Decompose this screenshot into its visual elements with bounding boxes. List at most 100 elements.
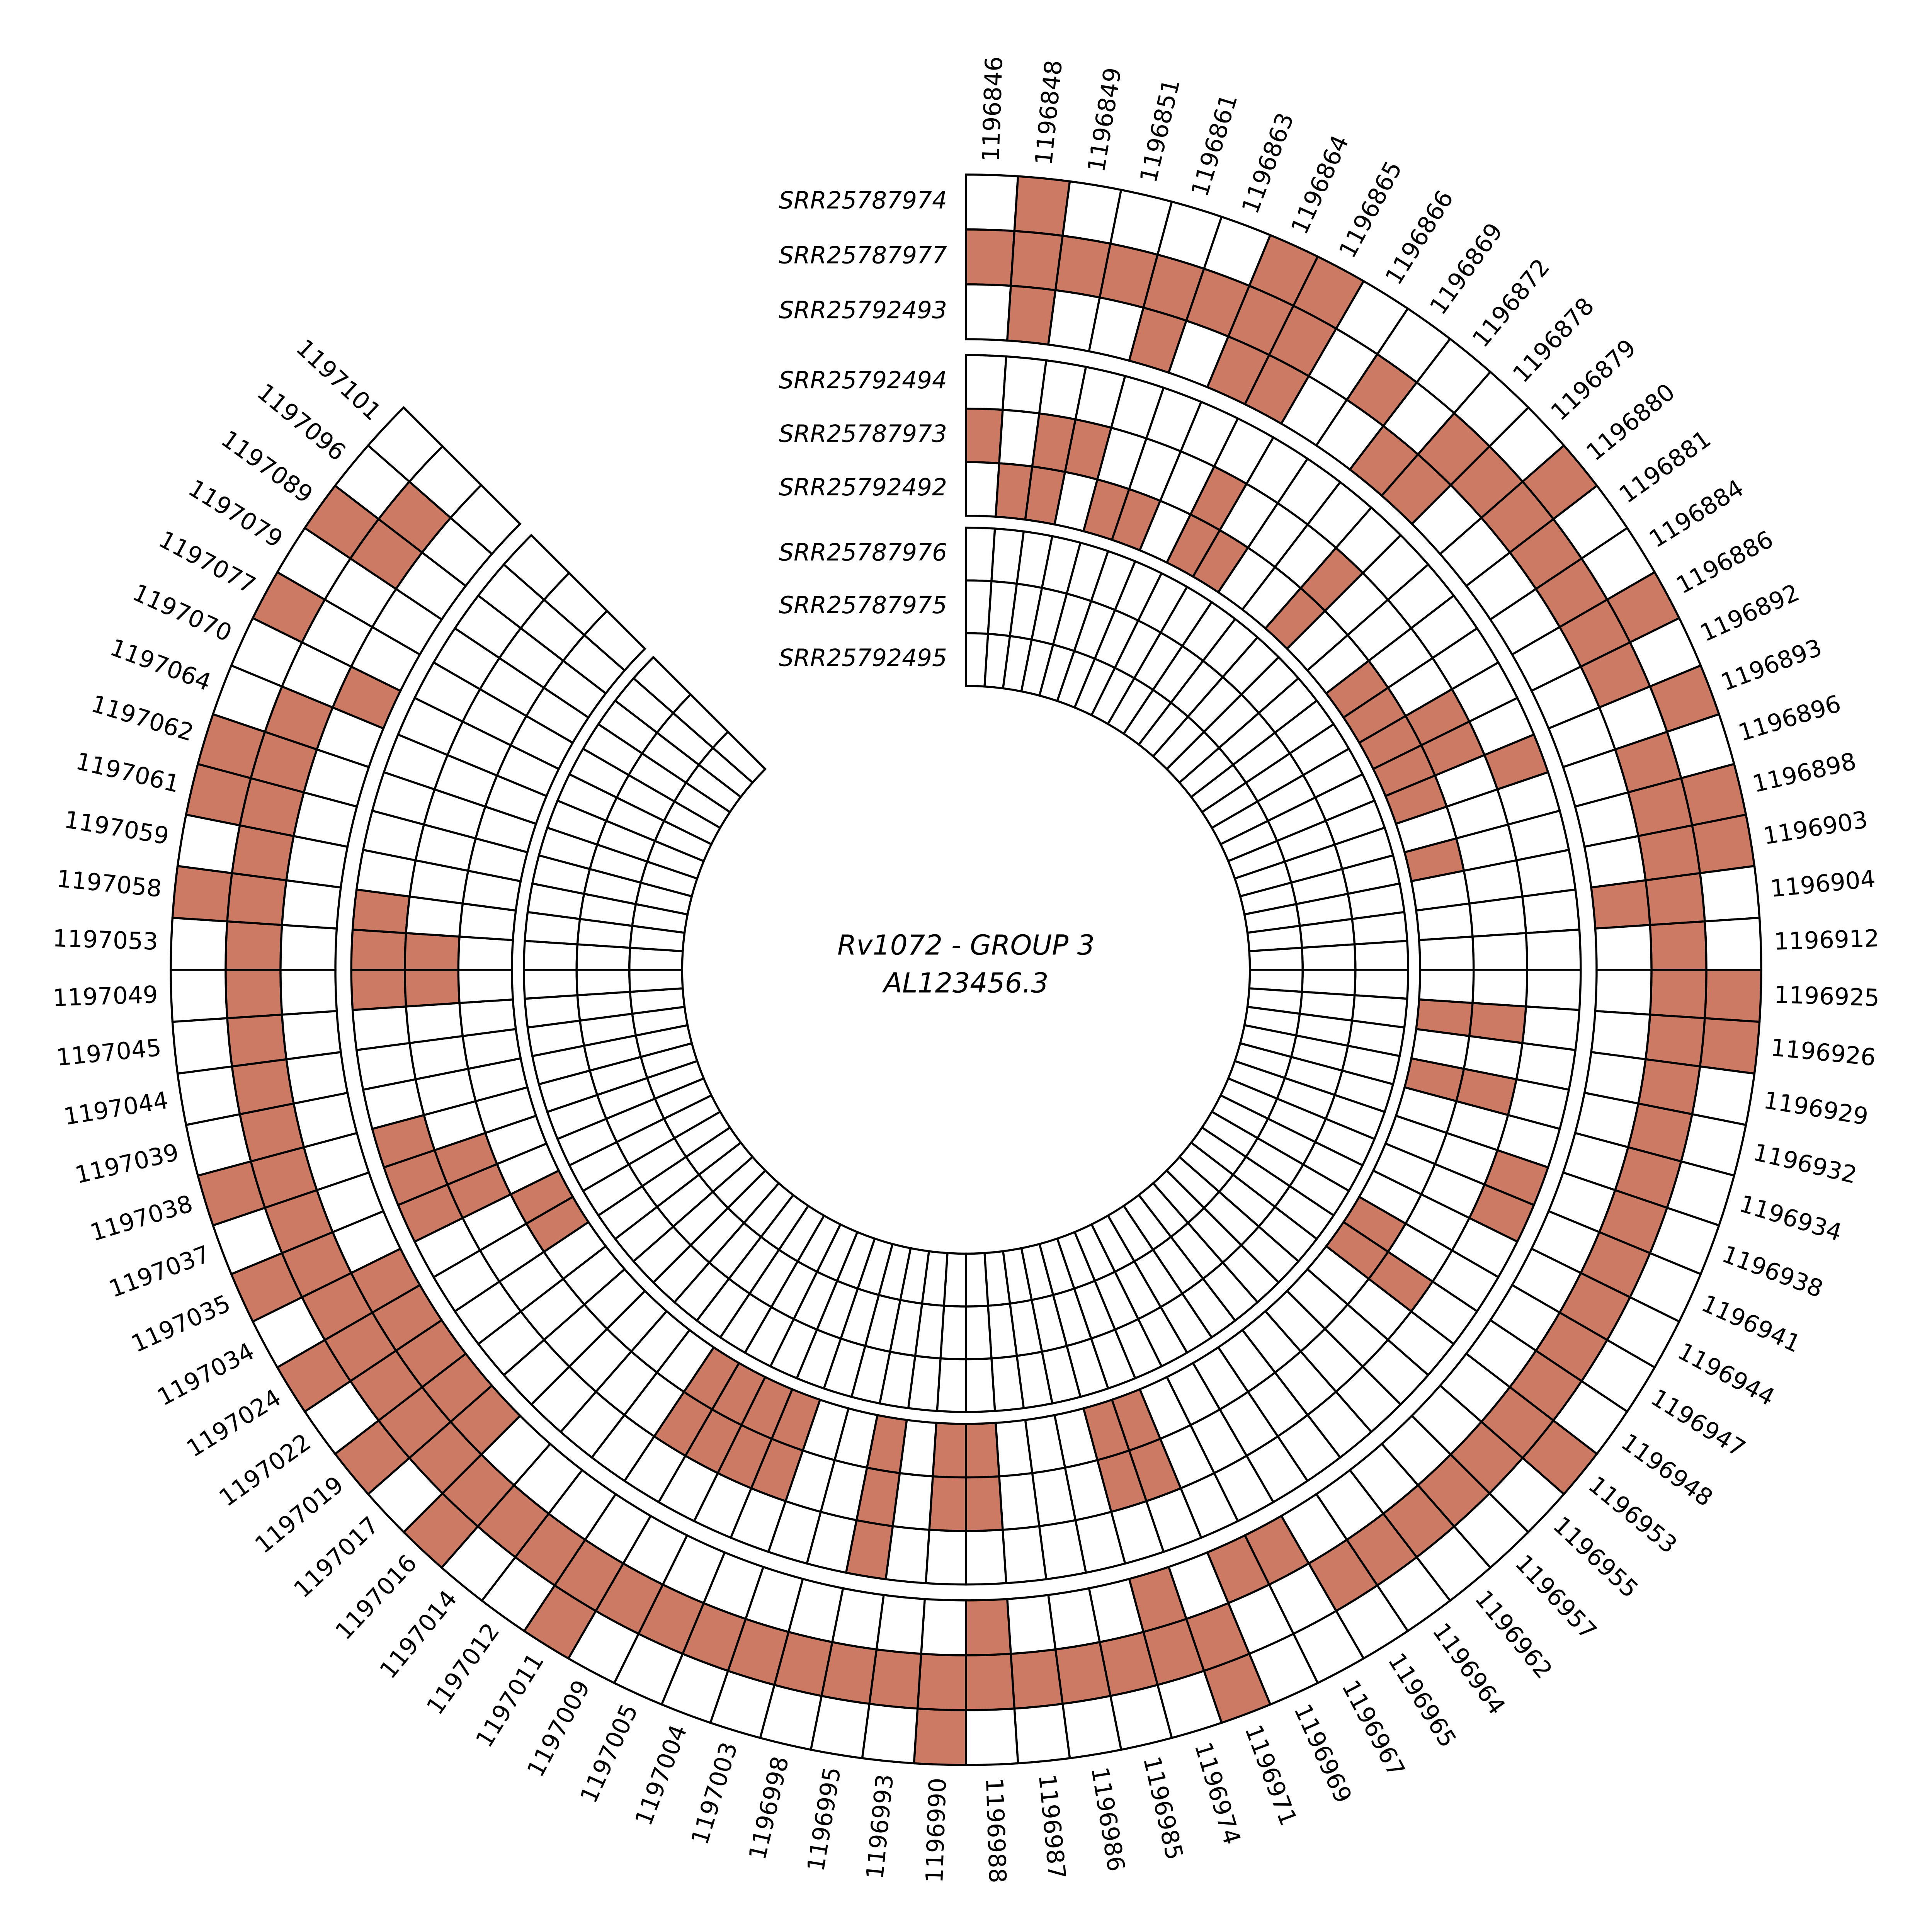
cell: [965, 1357, 996, 1413]
ring-label: SRR25787974: [779, 187, 947, 214]
position-label: 1196892: [1696, 579, 1804, 647]
cell: [351, 1005, 411, 1051]
position-label: 1196926: [1769, 1034, 1877, 1071]
cell: [1468, 895, 1527, 938]
position-label: 1196986: [1086, 1765, 1130, 1874]
position-label: 1196974: [1189, 1739, 1246, 1848]
position-label: 1197005: [575, 1700, 643, 1807]
cell: [1351, 911, 1408, 946]
cell: [965, 1304, 993, 1361]
cell: [965, 1598, 1012, 1656]
position-label: 1196904: [1769, 865, 1876, 903]
cell: [1704, 917, 1762, 971]
cell: [965, 1422, 1000, 1479]
cell: [1691, 813, 1756, 874]
position-label: 1196861: [1186, 91, 1243, 200]
cell: [932, 1422, 967, 1479]
cell: [523, 940, 579, 971]
cell: [1649, 920, 1708, 971]
cell: [965, 228, 1016, 287]
cell: [458, 998, 517, 1037]
cell: [1418, 969, 1475, 1004]
cell: [1061, 1694, 1122, 1760]
cell: [226, 872, 288, 926]
cell: [405, 1002, 464, 1044]
position-label: 1196967: [1336, 1675, 1410, 1781]
position-label: 1196893: [1717, 634, 1825, 697]
cell: [990, 1354, 1025, 1412]
cell: [1644, 1013, 1706, 1068]
cell: [1010, 230, 1064, 292]
cell: [1353, 940, 1409, 971]
cell: [965, 1529, 1007, 1586]
cell: [1301, 943, 1357, 971]
cell: [1594, 969, 1653, 1016]
position-label: 1197053: [52, 925, 158, 956]
position-label: 1197009: [522, 1675, 595, 1781]
position-label: 1196971: [1239, 1721, 1302, 1829]
cell: [171, 1017, 233, 1075]
cell: [1699, 1017, 1761, 1075]
cell: [231, 1058, 295, 1116]
cell: [226, 1013, 288, 1068]
cell: [1649, 969, 1708, 1019]
cell: [1013, 175, 1071, 237]
position-label: 1196864: [1286, 131, 1354, 238]
cell: [224, 920, 283, 971]
position-label: 1196934: [1736, 1190, 1845, 1247]
cell: [224, 969, 283, 1019]
cell: [1418, 935, 1475, 971]
cell: [1525, 928, 1582, 971]
cell: [928, 1475, 967, 1532]
position-label: 1196995: [802, 1765, 847, 1874]
circular-heatmap-figure: 1196846 1196848 1196849 1196851 1196861 11968…: [19, 19, 1913, 1913]
position-label: 1196848: [1030, 59, 1068, 166]
cell: [1594, 923, 1653, 971]
cell: [1006, 1594, 1057, 1655]
cell: [1248, 946, 1304, 971]
position-label: 1196938: [1718, 1240, 1827, 1303]
cell: [523, 969, 579, 1000]
cell: [279, 923, 338, 971]
center-title-line2: AL123456.3: [882, 967, 1048, 999]
position-label: 1196896: [1735, 690, 1844, 747]
cell: [1006, 284, 1057, 346]
cell: [404, 969, 461, 1008]
position-label: 1197045: [55, 1034, 162, 1071]
cell: [1590, 1010, 1651, 1061]
position-label: 1197039: [73, 1139, 182, 1189]
cell: [965, 173, 1019, 232]
position-label: 1196849: [1083, 66, 1127, 174]
cell: [965, 354, 1007, 411]
position-label: 1197004: [630, 1721, 693, 1829]
cell: [457, 969, 514, 1004]
cell: [583, 609, 646, 672]
position-label: 1196865: [1334, 156, 1408, 262]
position-label: 1197070: [129, 579, 236, 647]
position-label: 1196985: [1138, 1754, 1188, 1863]
cells-layer: [170, 173, 1762, 1766]
position-label: 1197058: [55, 865, 163, 903]
cell: [920, 1598, 967, 1656]
cell: [994, 1418, 1034, 1478]
position-label: 1197077: [154, 526, 260, 599]
cell: [1415, 902, 1474, 941]
ring-label: SRR25787976: [779, 539, 947, 566]
cell: [176, 1065, 241, 1126]
position-label: 1197038: [87, 1190, 196, 1247]
position-label: 1196944: [1673, 1337, 1779, 1411]
cell: [1013, 1702, 1071, 1765]
cell: [170, 917, 228, 971]
cell: [350, 969, 407, 1011]
cell: [1002, 1525, 1048, 1585]
ring-label: SRR25792495: [779, 644, 947, 672]
cell: [279, 969, 338, 1016]
position-label: 1197035: [127, 1289, 235, 1358]
cell: [965, 1653, 1016, 1711]
cell: [936, 1357, 967, 1413]
cell: [575, 969, 631, 997]
cell: [1590, 879, 1651, 930]
cell: [998, 1472, 1041, 1531]
cell: [171, 865, 233, 923]
position-label: 1196925: [1774, 981, 1880, 1012]
